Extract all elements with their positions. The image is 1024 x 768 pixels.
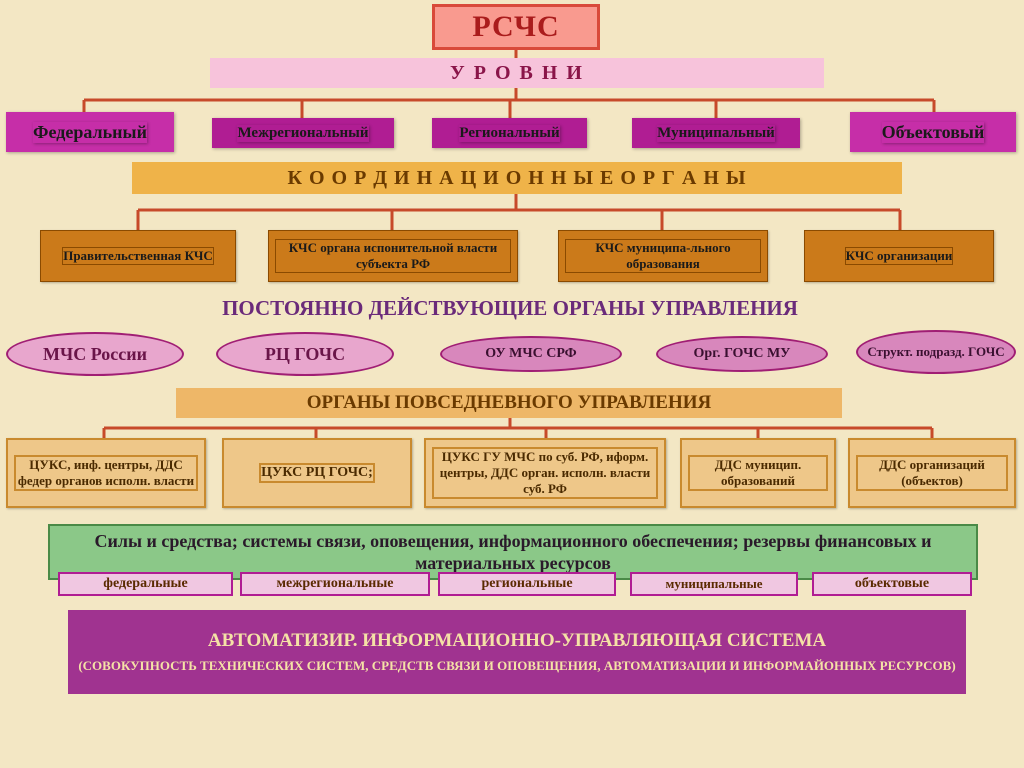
perm-ellipse-1: РЦ ГОЧС <box>216 332 394 376</box>
permanent-header-text: ПОСТОЯННО ДЕЙСТВУЮЩИЕ ОРГАНЫ УПРАВЛЕНИЯ <box>222 296 798 321</box>
coord-box-label-3: КЧС организации <box>845 247 954 265</box>
daily-box-0: ЦУКС, инф. центры, ДДС федер органов исп… <box>6 438 206 508</box>
bottom-line1: АВТОМАТИЗИР. ИНФОРМАЦИОННО-УПРАВЛЯЮЩАЯ С… <box>74 630 960 652</box>
coord-box-0: Правительственная КЧС <box>40 230 236 282</box>
perm-ellipse-4: Структ. подразд. ГОЧС <box>856 330 1016 374</box>
green-tab-2: региональные <box>438 572 616 596</box>
perm-ellipse-label-0: МЧС России <box>43 344 147 365</box>
perm-ellipse-0: МЧС России <box>6 332 184 376</box>
level-box-1: Межрегиональный <box>212 118 394 148</box>
green-tab-label-1: межрегиональные <box>277 576 394 592</box>
coord-box-1: КЧС органа испонительной власти субъекта… <box>268 230 518 282</box>
daily-box-label-4: ДДС организаций (объектов) <box>856 455 1008 491</box>
coord-box-label-2: КЧС муниципа-льного образования <box>565 239 761 273</box>
daily-header: ОРГАНЫ ПОВСЕДНЕВНОГО УПРАВЛЕНИЯ <box>176 388 842 418</box>
perm-ellipse-label-2: ОУ МЧС СРФ <box>485 346 576 362</box>
daily-header-text: ОРГАНЫ ПОВСЕДНЕВНОГО УПРАВЛЕНИЯ <box>307 392 712 414</box>
green-tab-label-2: региональные <box>481 576 572 592</box>
green-tab-0: федеральные <box>58 572 233 596</box>
level-box-label-4: Объектовый <box>882 122 985 143</box>
daily-box-label-1: ЦУКС РЦ ГОЧС; <box>259 463 375 483</box>
perm-ellipse-label-1: РЦ ГОЧС <box>265 344 345 365</box>
levels-header-text: У Р О В Н И <box>450 62 584 85</box>
green-tab-1: межрегиональные <box>240 572 430 596</box>
green-tab-label-3: муниципальные <box>666 576 763 592</box>
coord-box-2: КЧС муниципа-льного образования <box>558 230 768 282</box>
green-tab-4: объектовые <box>812 572 972 596</box>
level-box-2: Региональный <box>432 118 587 148</box>
title-text: РСЧС <box>472 10 559 44</box>
level-box-0: Федеральный <box>6 112 174 152</box>
daily-box-label-0: ЦУКС, инф. центры, ДДС федер органов исп… <box>14 455 198 491</box>
level-box-label-1: Межрегиональный <box>237 125 368 142</box>
level-box-label-2: Региональный <box>459 125 559 142</box>
coord-box-3: КЧС организации <box>804 230 994 282</box>
level-box-label-3: Муниципальный <box>657 125 775 142</box>
bottom-line2: (СОВОКУПНОСТЬ ТЕХНИЧЕСКИХ СИСТЕМ, СРЕДСТ… <box>74 658 960 674</box>
daily-box-label-3: ДДС муницип. образований <box>688 455 828 491</box>
green-tab-label-4: объектовые <box>855 576 929 592</box>
green-block-text: Силы и средства; системы связи, оповещен… <box>56 530 970 575</box>
coord-box-label-1: КЧС органа испонительной власти субъекта… <box>275 239 511 273</box>
bottom-block: АВТОМАТИЗИР. ИНФОРМАЦИОННО-УПРАВЛЯЮЩАЯ С… <box>68 610 966 694</box>
title-box: РСЧС <box>432 4 600 50</box>
perm-ellipse-label-4: Структ. подразд. ГОЧС <box>867 344 1004 360</box>
level-box-label-0: Федеральный <box>33 122 147 143</box>
daily-box-3: ДДС муницип. образований <box>680 438 836 508</box>
perm-ellipse-2: ОУ МЧС СРФ <box>440 336 622 372</box>
levels-header: У Р О В Н И <box>210 58 824 88</box>
perm-ellipse-3: Орг. ГОЧС МУ <box>656 336 828 372</box>
daily-box-2: ЦУКС ГУ МЧС по суб. РФ, иформ. центры, Д… <box>424 438 666 508</box>
daily-box-1: ЦУКС РЦ ГОЧС; <box>222 438 412 508</box>
green-tab-3: муниципальные <box>630 572 798 596</box>
level-box-4: Объектовый <box>850 112 1016 152</box>
coord-box-label-0: Правительственная КЧС <box>62 247 214 265</box>
coordination-header-text: К О О Р Д И Н А Ц И О Н Н Ы Е О Р Г А Н … <box>287 167 746 190</box>
perm-ellipse-label-3: Орг. ГОЧС МУ <box>694 346 791 362</box>
daily-box-label-2: ЦУКС ГУ МЧС по суб. РФ, иформ. центры, Д… <box>432 447 658 499</box>
coordination-header: К О О Р Д И Н А Ц И О Н Н Ы Е О Р Г А Н … <box>132 162 902 194</box>
green-tab-label-0: федеральные <box>103 576 187 592</box>
permanent-header: ПОСТОЯННО ДЕЙСТВУЮЩИЕ ОРГАНЫ УПРАВЛЕНИЯ <box>100 294 920 322</box>
daily-box-4: ДДС организаций (объектов) <box>848 438 1016 508</box>
level-box-3: Муниципальный <box>632 118 800 148</box>
